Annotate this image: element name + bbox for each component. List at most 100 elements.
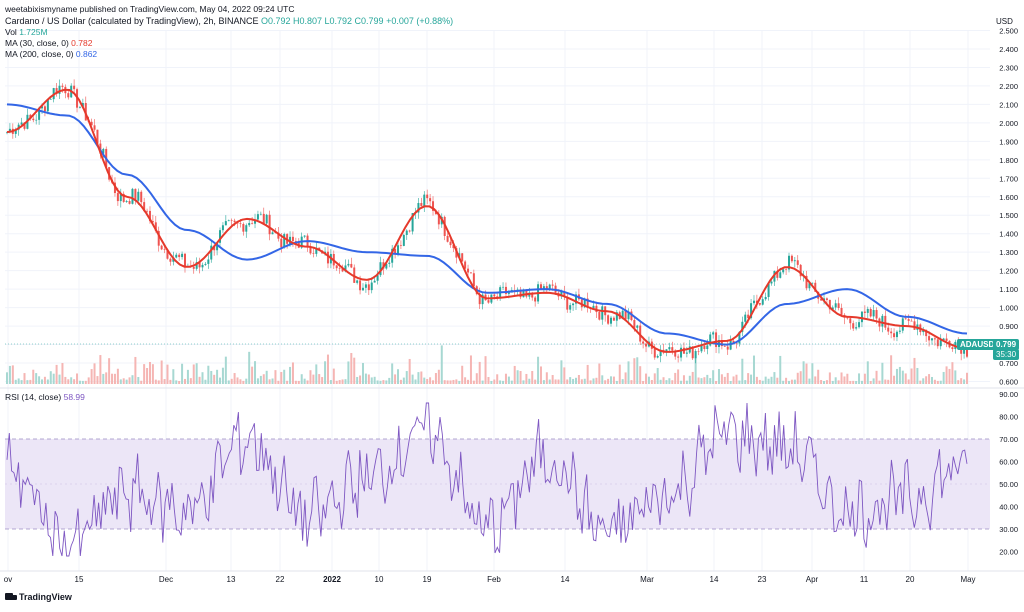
candle-body	[364, 284, 367, 288]
volume-bar	[636, 357, 639, 384]
volume-bar	[761, 380, 764, 384]
candle-body	[659, 349, 662, 357]
time-tick-label: 22	[276, 575, 285, 584]
ma30-legend[interactable]: MA (30, close, 0) 0.782	[5, 38, 92, 48]
volume-bar	[928, 374, 931, 384]
candle-body	[674, 350, 677, 357]
volume-bar	[887, 379, 890, 384]
candle-body	[125, 201, 128, 202]
volume-bar	[755, 376, 758, 384]
candle-body	[502, 286, 505, 288]
volume-bar	[668, 378, 671, 384]
candle-body	[61, 85, 64, 87]
candle-body	[551, 284, 554, 286]
volume-bar	[764, 376, 767, 384]
volume-bar	[618, 364, 621, 384]
candle-body	[367, 284, 370, 291]
volume-bar	[534, 379, 537, 384]
candle-body	[204, 263, 207, 265]
volume-bar	[108, 358, 111, 384]
candle-body	[744, 314, 747, 322]
volume-bar	[732, 376, 735, 384]
volume-bar	[175, 380, 178, 384]
ma200-legend[interactable]: MA (200, close, 0) 0.862	[5, 49, 97, 59]
volume-bar	[776, 377, 779, 384]
rsi-legend[interactable]: RSI (14, close) 58.99	[5, 392, 85, 402]
time-tick-label: 14	[710, 575, 719, 584]
candle-body	[624, 310, 627, 320]
volume-bar	[23, 373, 26, 384]
volume-bar	[81, 380, 84, 384]
candle-body	[148, 210, 151, 222]
volume-bar	[254, 361, 257, 384]
candle-body	[119, 193, 122, 202]
volume-bar	[496, 374, 499, 384]
volume-bar	[265, 370, 268, 384]
volume-bar	[140, 380, 143, 384]
volume-bar	[324, 361, 327, 384]
symbol-name[interactable]: Cardano / US Dollar (calculated by Tradi…	[5, 16, 259, 26]
volume-bar	[93, 363, 96, 384]
volume-bar	[286, 380, 289, 384]
volume-bar	[61, 363, 64, 384]
candle-body	[691, 346, 694, 359]
price-axis[interactable]: 2.500 2.400 2.300 2.200 2.100 2.000 1.900 1.800…	[999, 27, 1018, 387]
candle-body	[388, 262, 391, 264]
ma30-value: 0.782	[71, 38, 93, 48]
candle-body	[680, 347, 683, 358]
tradingview-logo-icon[interactable]	[5, 593, 17, 600]
volume-bar	[449, 380, 452, 384]
rsi-axis[interactable]: 90.00 80.00 70.00 60.00 50.00 40.00 30.00 20.00	[999, 390, 1018, 557]
time-axis[interactable]: ov 15 Dec 13 22 2022 10 19 Feb 14 Mar 14 23 Apr 11 20 Ma…	[4, 575, 976, 584]
price-tick-label: 1.900	[999, 137, 1018, 146]
volume-bar	[122, 378, 125, 384]
volume-bar	[820, 379, 823, 384]
rsi-tick-label: 30.00	[999, 525, 1018, 534]
volume-bar	[942, 371, 945, 384]
candle-body	[898, 330, 901, 332]
candle-body	[720, 340, 723, 347]
volume-bar	[379, 380, 382, 384]
volume-bar	[306, 380, 309, 384]
candle-body	[936, 339, 939, 347]
ma30-series	[6, 88, 968, 353]
candle-body	[394, 248, 397, 255]
candle-body	[560, 291, 563, 297]
volume-bar	[359, 375, 362, 384]
volume-bar	[268, 379, 271, 384]
volume-bar	[849, 380, 852, 384]
candle-body	[254, 219, 257, 224]
volume-bar	[289, 366, 292, 384]
volume-bar	[116, 368, 119, 384]
candle-body	[315, 247, 318, 254]
rsi-tick-label: 50.00	[999, 480, 1018, 489]
candle-body	[764, 296, 767, 300]
volume-bar	[680, 380, 683, 384]
volume-bar	[767, 378, 770, 384]
volume-bar	[682, 375, 685, 384]
candle-body	[860, 311, 863, 323]
ma200-series	[6, 103, 968, 346]
volume-bar	[837, 380, 840, 384]
candle-body	[271, 232, 274, 235]
candle-body	[933, 338, 936, 340]
candle-body	[356, 280, 359, 283]
volume-bar	[248, 351, 251, 384]
volume-bar	[201, 372, 204, 384]
candle-body	[399, 245, 402, 246]
candle-body	[289, 236, 292, 244]
candle-body	[160, 245, 163, 250]
rsi-line	[6, 402, 968, 557]
volume-bar	[604, 380, 607, 384]
volume-bar	[738, 380, 741, 384]
volume-bar	[224, 356, 227, 384]
candle-body	[563, 291, 566, 297]
footer-brand[interactable]: TradingView	[19, 592, 72, 602]
candle-body	[233, 220, 236, 223]
time-tick-label: 13	[227, 575, 236, 584]
candle-body	[630, 311, 633, 321]
candle-body	[671, 347, 674, 351]
volume-bar	[163, 379, 166, 384]
volume-bar	[399, 379, 402, 384]
